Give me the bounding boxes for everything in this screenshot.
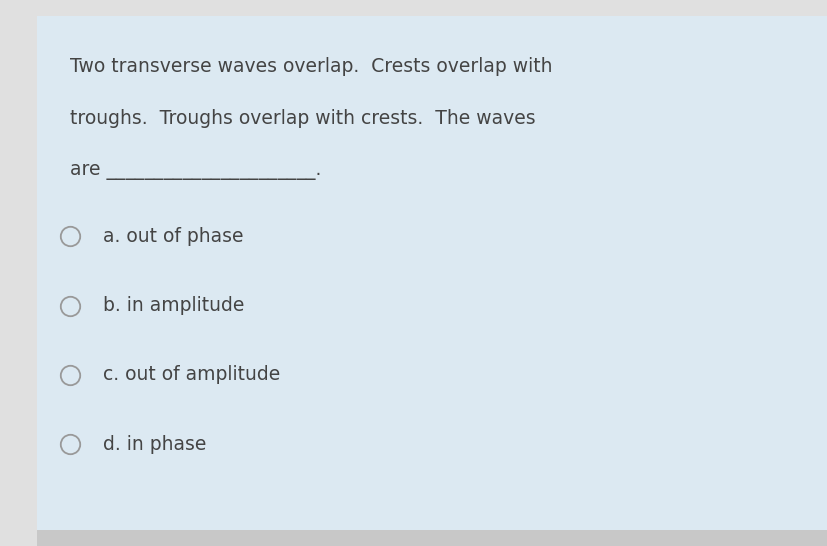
Bar	[0, 0, 827, 16]
Bar	[0, 16, 37, 546]
Text: d. in phase: d. in phase	[103, 435, 207, 454]
Text: a. out of phase: a. out of phase	[103, 227, 244, 246]
Text: troughs.  Troughs overlap with crests.  The waves: troughs. Troughs overlap with crests. Th…	[70, 109, 535, 128]
Text: are ______________________.: are ______________________.	[70, 161, 322, 180]
Text: c. out of amplitude: c. out of amplitude	[103, 365, 280, 384]
Text: Two transverse waves overlap.  Crests overlap with: Two transverse waves overlap. Crests ove…	[70, 57, 552, 76]
Text: b. in amplitude: b. in amplitude	[103, 296, 245, 315]
